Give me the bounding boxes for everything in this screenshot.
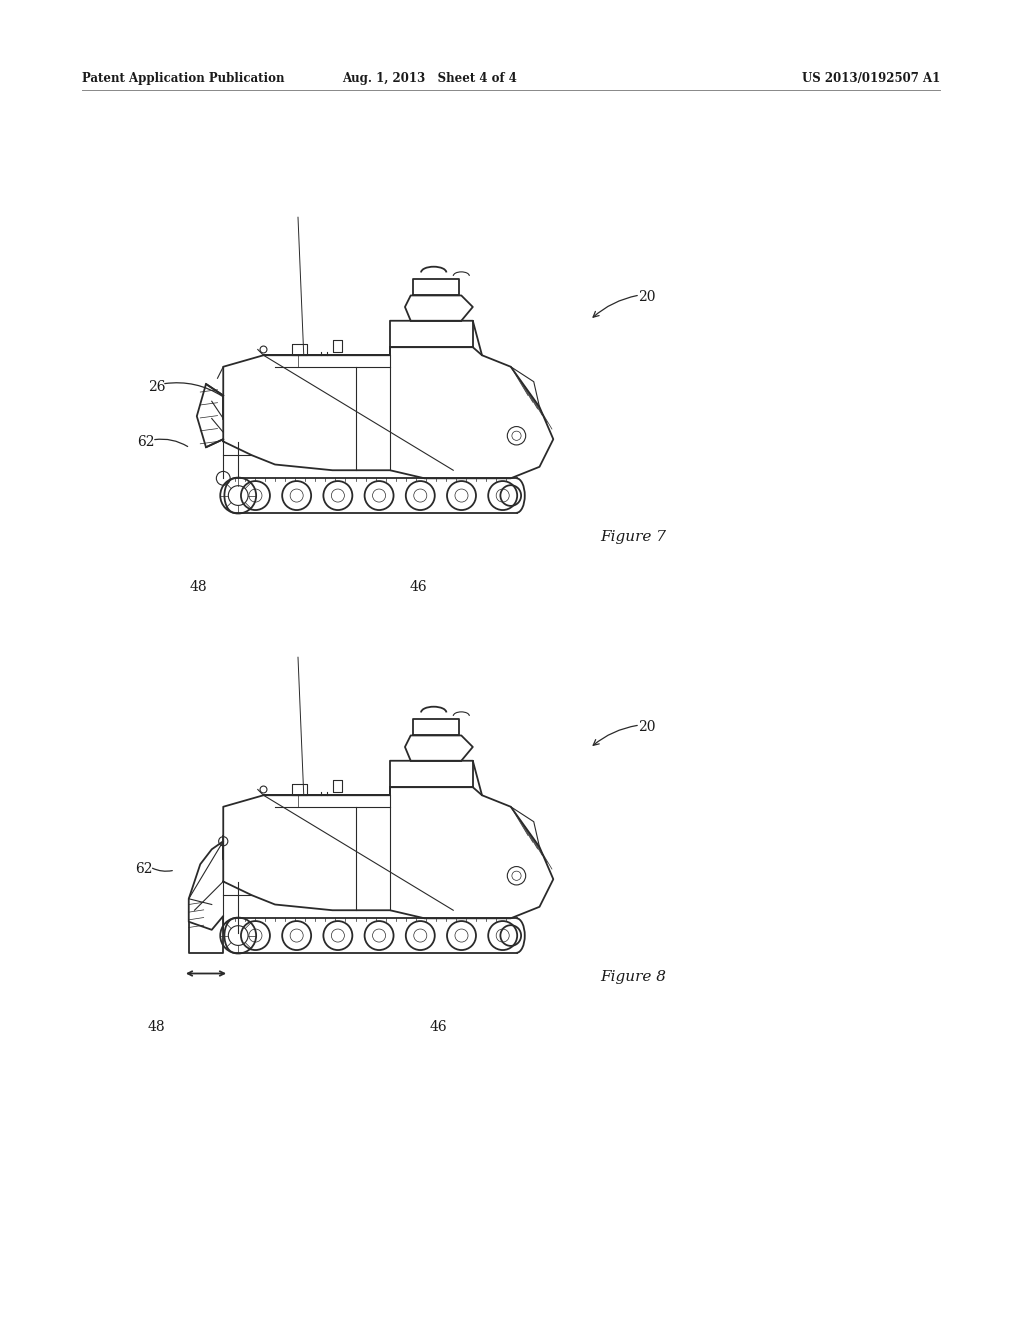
Text: 46: 46 bbox=[410, 579, 428, 594]
Text: 48: 48 bbox=[190, 579, 208, 594]
Text: 48: 48 bbox=[148, 1020, 166, 1034]
Text: 62: 62 bbox=[135, 862, 153, 876]
Text: 46: 46 bbox=[430, 1020, 447, 1034]
Text: Figure 7: Figure 7 bbox=[600, 531, 666, 544]
Text: 26: 26 bbox=[148, 380, 166, 393]
Text: 62: 62 bbox=[137, 436, 155, 449]
Text: Patent Application Publication: Patent Application Publication bbox=[82, 73, 285, 84]
Text: 20: 20 bbox=[638, 290, 655, 304]
Text: US 2013/0192507 A1: US 2013/0192507 A1 bbox=[802, 73, 940, 84]
Text: 20: 20 bbox=[638, 719, 655, 734]
Text: Figure 8: Figure 8 bbox=[600, 970, 666, 983]
Text: Aug. 1, 2013   Sheet 4 of 4: Aug. 1, 2013 Sheet 4 of 4 bbox=[343, 73, 517, 84]
